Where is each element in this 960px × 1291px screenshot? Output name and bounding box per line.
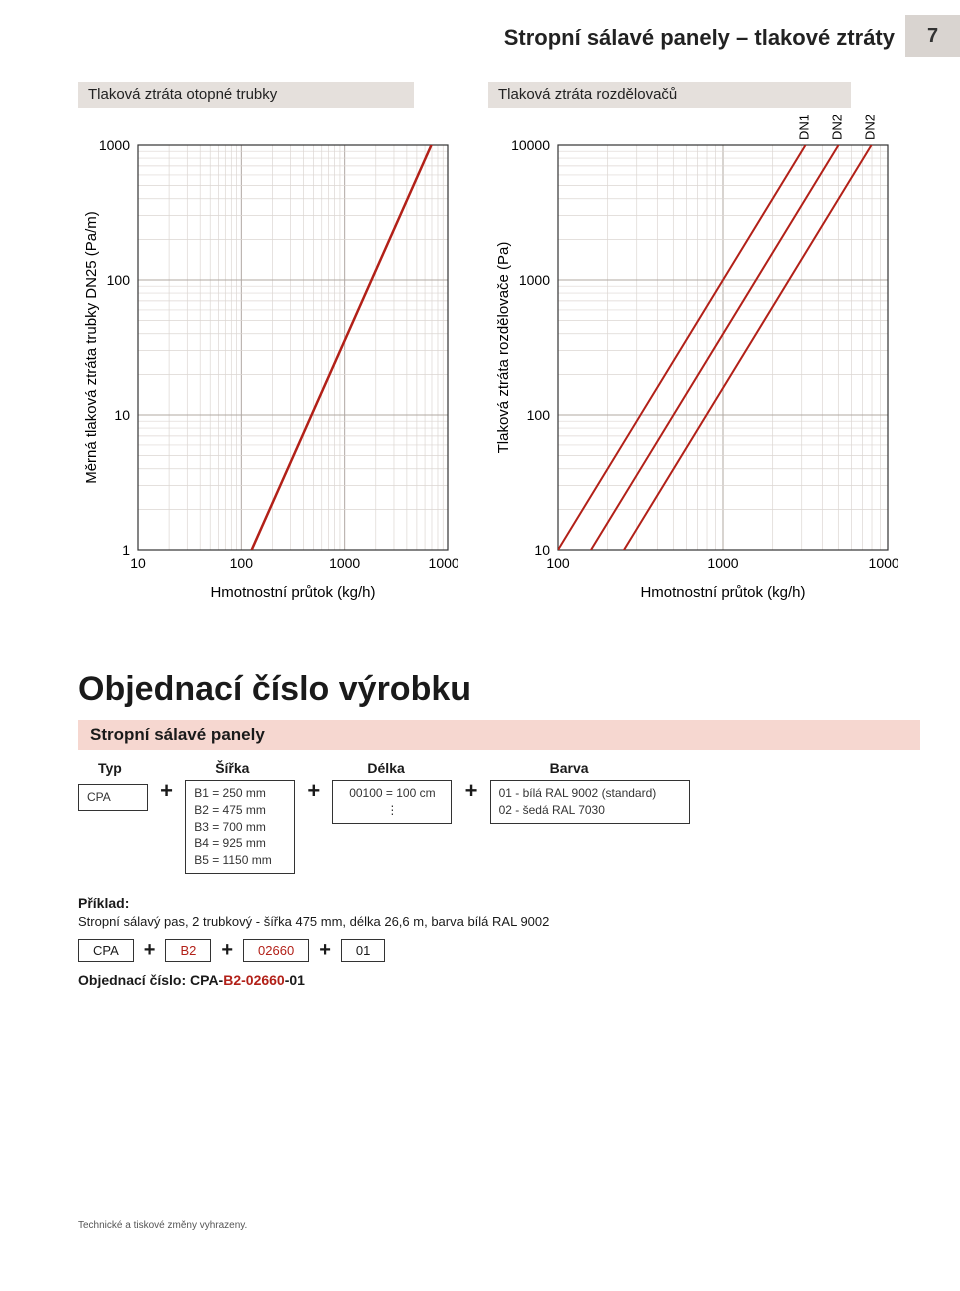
svg-text:DN20: DN20 [830,115,845,140]
svg-text:10: 10 [130,555,146,571]
svg-text:Hmotnostní průtok (kg/h): Hmotnostní průtok (kg/h) [640,584,805,601]
chart-manifold-loss: 10100100010000100100010000Hmotnostní prů… [488,115,898,605]
order-section-title: Objednací číslo výrobku [78,670,471,709]
plus-icon: + [160,778,173,804]
svg-text:100: 100 [527,407,551,423]
ex-box-typ: CPA [78,939,134,962]
box-delka: 00100 = 100 cm⋮ [332,780,452,824]
svg-text:100: 100 [230,555,254,571]
ex-box-delka: 02660 [243,939,309,962]
svg-text:1: 1 [122,542,130,558]
svg-text:DN25: DN25 [863,115,878,140]
svg-text:1000: 1000 [329,555,360,571]
plus-icon: + [307,778,320,804]
example-row: CPA + B2 + 02660 + 01 [78,939,898,962]
col-head-delka: Délka [367,760,452,776]
svg-text:10000: 10000 [869,555,898,571]
svg-text:100: 100 [546,555,570,571]
svg-text:DN15: DN15 [797,115,812,140]
plus-icon: + [319,939,331,962]
svg-text:1000: 1000 [519,272,550,288]
svg-text:100: 100 [107,272,131,288]
box-sirka: B1 = 250 mmB2 = 475 mmB3 = 700 mmB4 = 92… [185,780,295,874]
order-code-row: Typ CPA + Šířka B1 = 250 mmB2 = 475 mmB3… [78,760,898,874]
final-order-code: Objednací číslo: CPA-B2-02660-01 [78,972,898,988]
footer-text: Technické a tiskové změny vyhrazeny. [78,1220,247,1231]
box-barva: 01 - bílá RAL 9002 (standard)02 - šedá R… [490,780,690,824]
chart-pipe-loss: 110100100010100100010000Hmotnostní průto… [78,115,458,605]
plus-icon: + [221,939,233,962]
page-number: 7 [905,15,960,57]
svg-text:Měrná tlaková ztráta trubky DN: Měrná tlaková ztráta trubky DN25 (Pa/m) [83,211,100,484]
order-section-subtitle: Stropní sálavé panely [78,720,920,750]
svg-text:1000: 1000 [707,555,738,571]
svg-text:10000: 10000 [429,555,458,571]
example-head: Příklad: [78,895,898,911]
example-block: Příklad: Stropní sálavý pas, 2 trubkový … [78,895,898,988]
page-title: Stropní sálavé panely – tlakové ztráty [504,25,895,51]
sub-header-left: Tlaková ztráta otopné trubky [78,82,414,108]
plus-icon: + [465,778,478,804]
box-typ: CPA [78,784,148,811]
svg-text:10000: 10000 [511,137,550,153]
svg-text:1000: 1000 [99,137,130,153]
col-head-typ: Typ [98,760,148,776]
svg-text:Hmotnostní průtok (kg/h): Hmotnostní průtok (kg/h) [210,584,375,601]
col-head-sirka: Šířka [215,760,295,776]
sub-header-right: Tlaková ztráta rozdělovačů [488,82,851,108]
plus-icon: + [144,939,156,962]
ex-box-sirka: B2 [165,939,211,962]
svg-text:10: 10 [114,407,130,423]
ex-box-barva: 01 [341,939,385,962]
svg-text:Tlaková ztráta rozdělovače (Pa: Tlaková ztráta rozdělovače (Pa) [495,242,512,454]
col-head-barva: Barva [550,760,690,776]
example-text: Stropní sálavý pas, 2 trubkový - šířka 4… [78,914,898,929]
